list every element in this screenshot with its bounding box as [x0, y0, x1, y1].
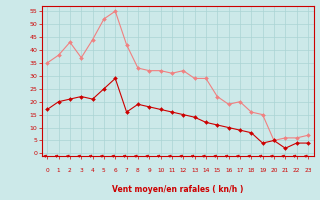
- X-axis label: Vent moyen/en rafales ( kn/h ): Vent moyen/en rafales ( kn/h ): [112, 185, 243, 194]
